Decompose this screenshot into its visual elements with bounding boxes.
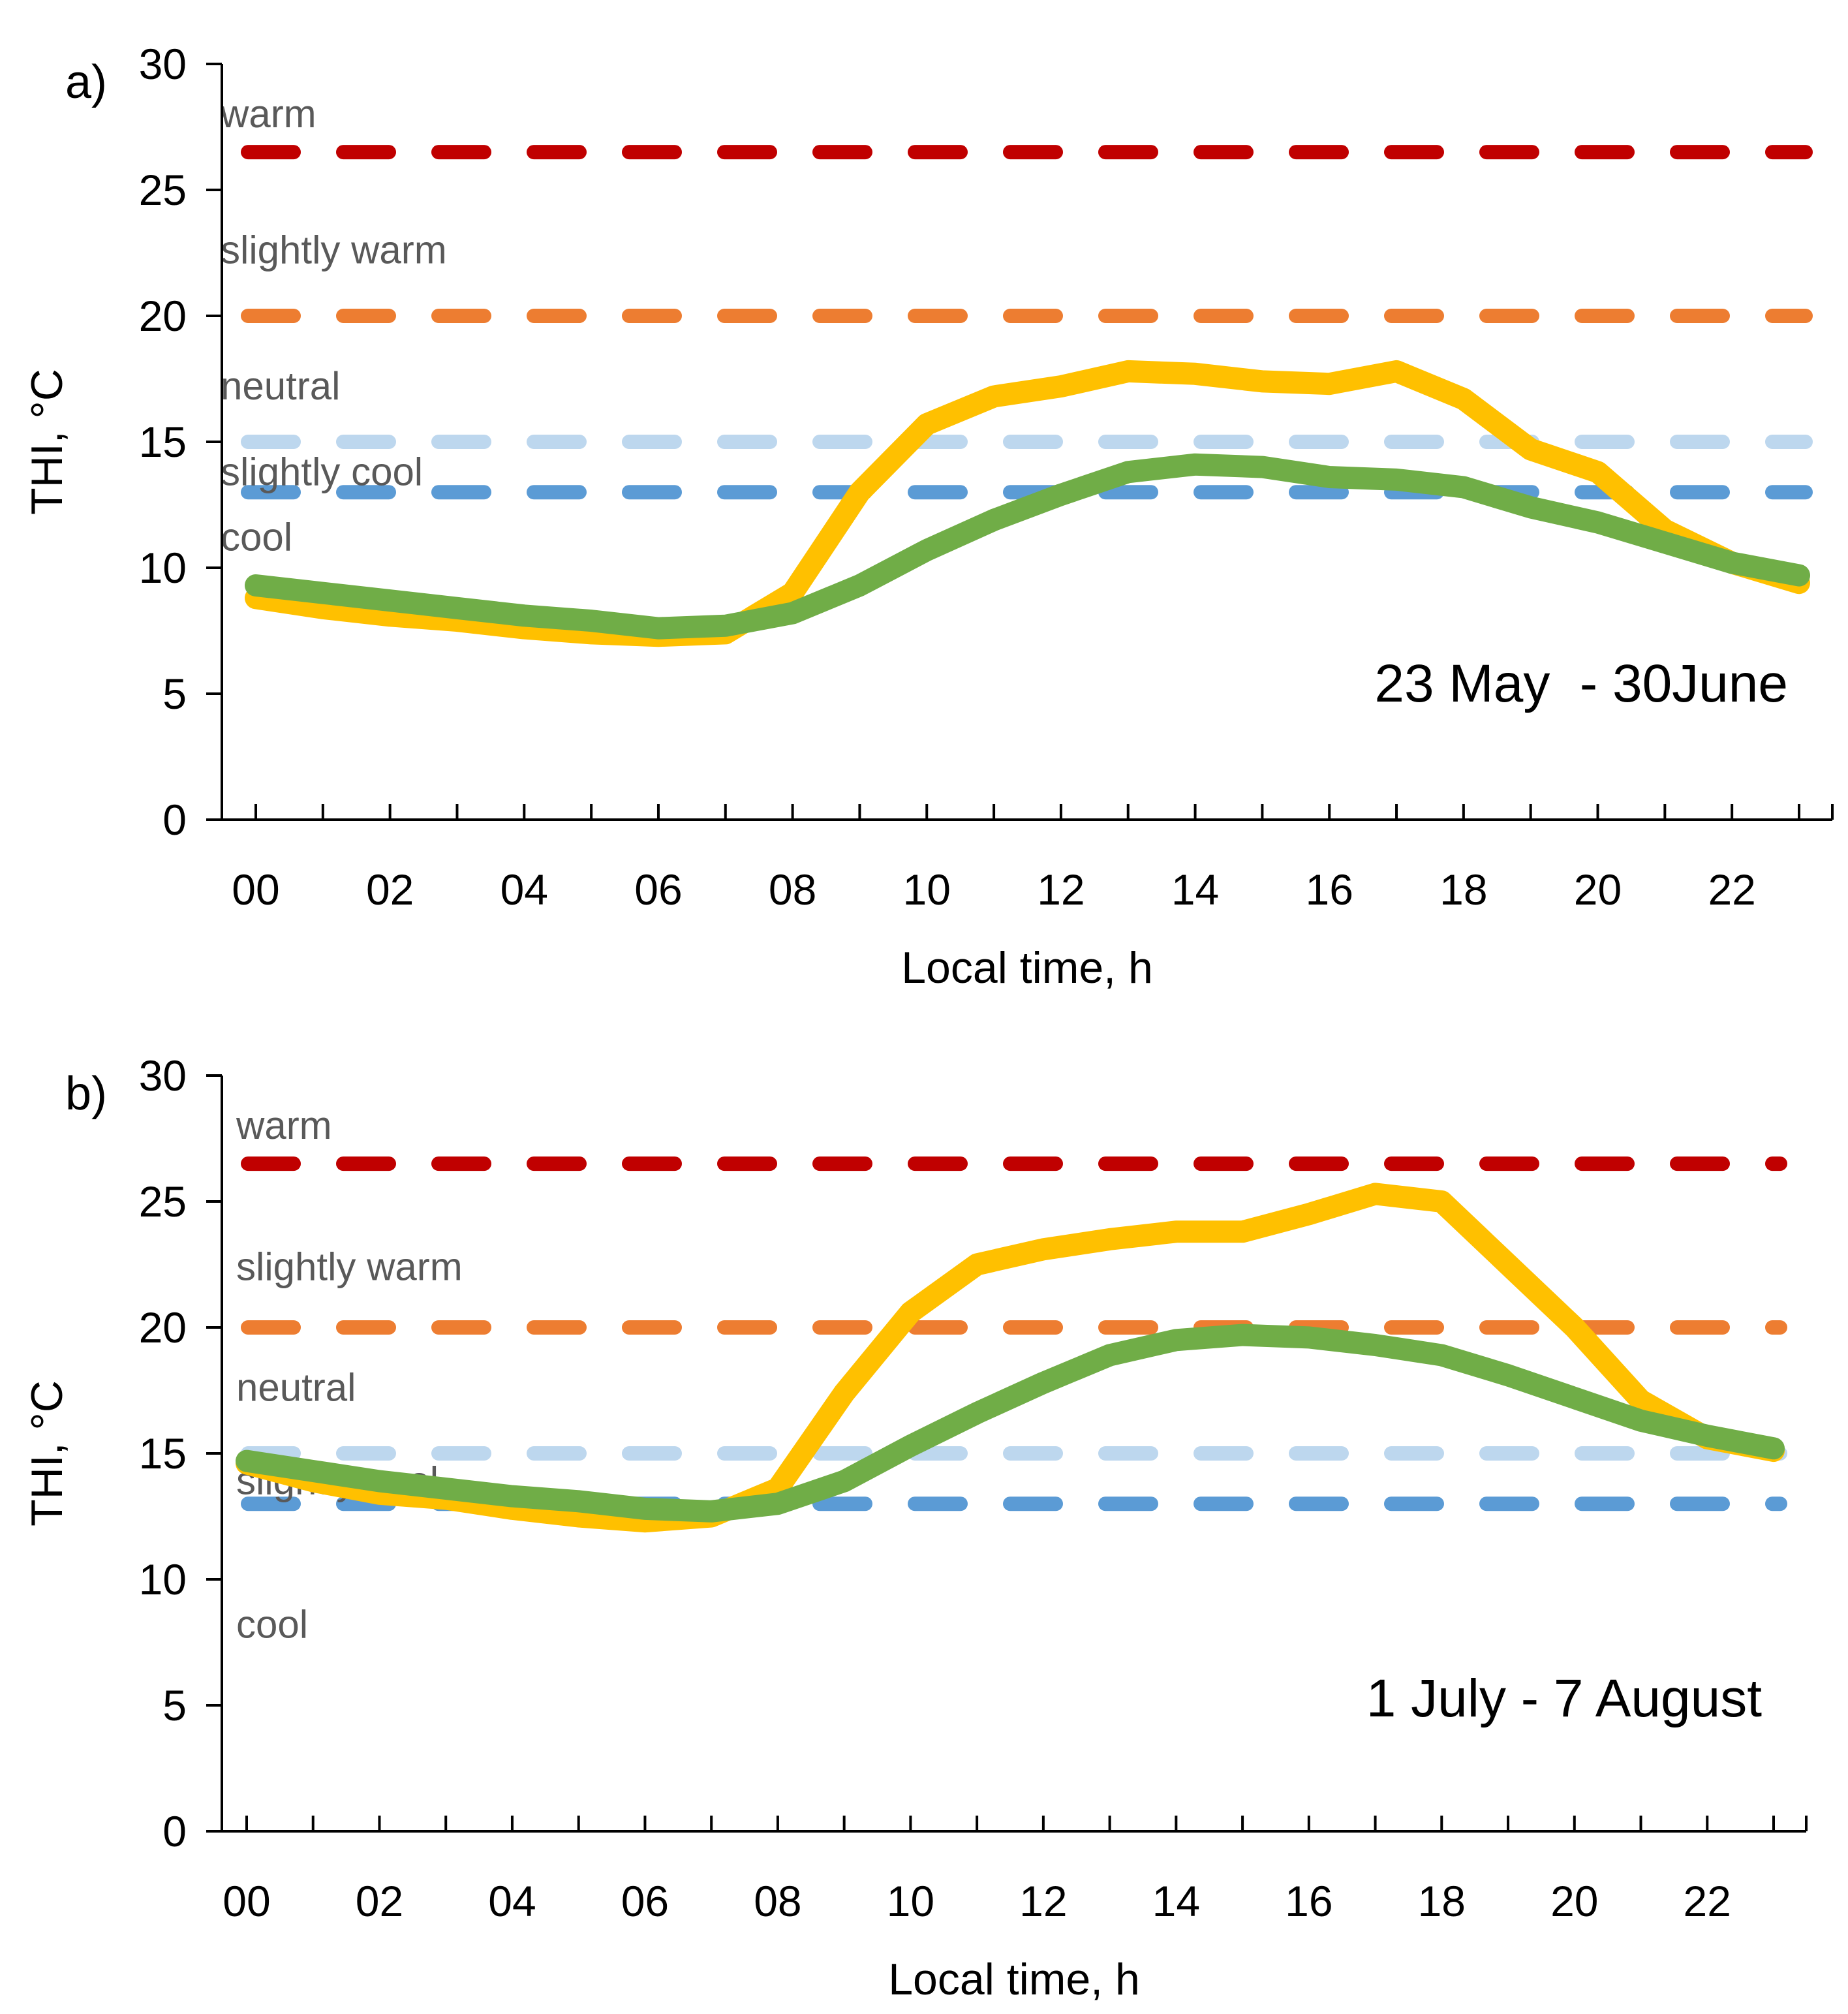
zone-label: cool <box>236 1602 308 1646</box>
x-tick-label: 16 <box>1306 865 1353 914</box>
y-axis-title: THI, °C <box>22 1380 72 1526</box>
x-tick-label: 20 <box>1550 1877 1598 1925</box>
x-tick-label: 14 <box>1152 1877 1200 1925</box>
panel-a: warm slightly warm neutral slightly cool coo… <box>22 40 1834 993</box>
x-tick-label: 22 <box>1684 1877 1731 1925</box>
y-tick-label: 5 <box>162 670 187 718</box>
y-axis-title: THI, °C <box>22 369 72 515</box>
x-tick-label: 12 <box>1019 1877 1067 1925</box>
x-tick-label: 14 <box>1171 865 1219 914</box>
x-tick-label: 12 <box>1037 865 1085 914</box>
series-line-0 <box>236 1183 1785 1533</box>
y-tick-label: 20 <box>139 292 187 340</box>
x-tick-label: 10 <box>903 865 951 914</box>
x-tick-label: 06 <box>634 865 682 914</box>
y-tick-label: 30 <box>139 1051 187 1100</box>
zone-label: slightly warm <box>221 228 447 272</box>
x-tick-label: 06 <box>621 1877 669 1925</box>
x-tick-label: 02 <box>366 865 414 914</box>
series-line-0 <box>245 360 1810 647</box>
x-axis-title: Local time, h <box>901 943 1153 993</box>
y-tick-label: 10 <box>139 1555 187 1603</box>
series-line-1 <box>236 1324 1785 1523</box>
y-tick-label: 0 <box>162 1807 187 1855</box>
zone-label: slightly warm <box>236 1245 463 1288</box>
panel-label: a) <box>65 56 107 108</box>
y-tick-label: 20 <box>139 1303 187 1352</box>
period-annotation: 23 May - 30June <box>1374 654 1788 713</box>
y-tick-label: 15 <box>139 418 187 466</box>
x-tick-label: 04 <box>501 865 548 914</box>
zone-label: cool <box>221 516 292 559</box>
y-tick-label: 5 <box>162 1681 187 1729</box>
zone-label: warm <box>220 92 316 136</box>
x-tick-label: 04 <box>488 1877 536 1925</box>
y-tick-label: 15 <box>139 1429 187 1478</box>
x-tick-label: 18 <box>1440 865 1487 914</box>
y-tick-label: 25 <box>139 1177 187 1226</box>
x-tick-label: 02 <box>356 1877 403 1925</box>
x-tick-label: 10 <box>887 1877 934 1925</box>
series-line-1 <box>245 453 1810 640</box>
panel-label: b) <box>65 1068 107 1120</box>
period-annotation: 1 July - 7 August <box>1366 1669 1762 1728</box>
x-tick-label: 20 <box>1574 865 1622 914</box>
x-tick-label: 00 <box>232 865 279 914</box>
x-tick-label: 08 <box>754 1877 801 1925</box>
zone-label: slightly cool <box>221 450 423 493</box>
x-tick-label: 18 <box>1418 1877 1466 1925</box>
x-tick-label: 08 <box>769 865 816 914</box>
y-tick-label: 30 <box>139 40 187 88</box>
x-tick-label: 22 <box>1708 865 1755 914</box>
x-tick-label: 00 <box>223 1877 270 1925</box>
zone-label: neutral <box>221 364 340 408</box>
x-axis-title: Local time, h <box>888 1955 1140 2004</box>
zone-label: warm <box>236 1104 332 1147</box>
x-tick-label: 16 <box>1285 1877 1332 1925</box>
zone-label: neutral <box>236 1366 356 1410</box>
y-tick-label: 10 <box>139 544 187 592</box>
y-tick-label: 0 <box>162 796 187 844</box>
y-tick-label: 25 <box>139 166 187 214</box>
